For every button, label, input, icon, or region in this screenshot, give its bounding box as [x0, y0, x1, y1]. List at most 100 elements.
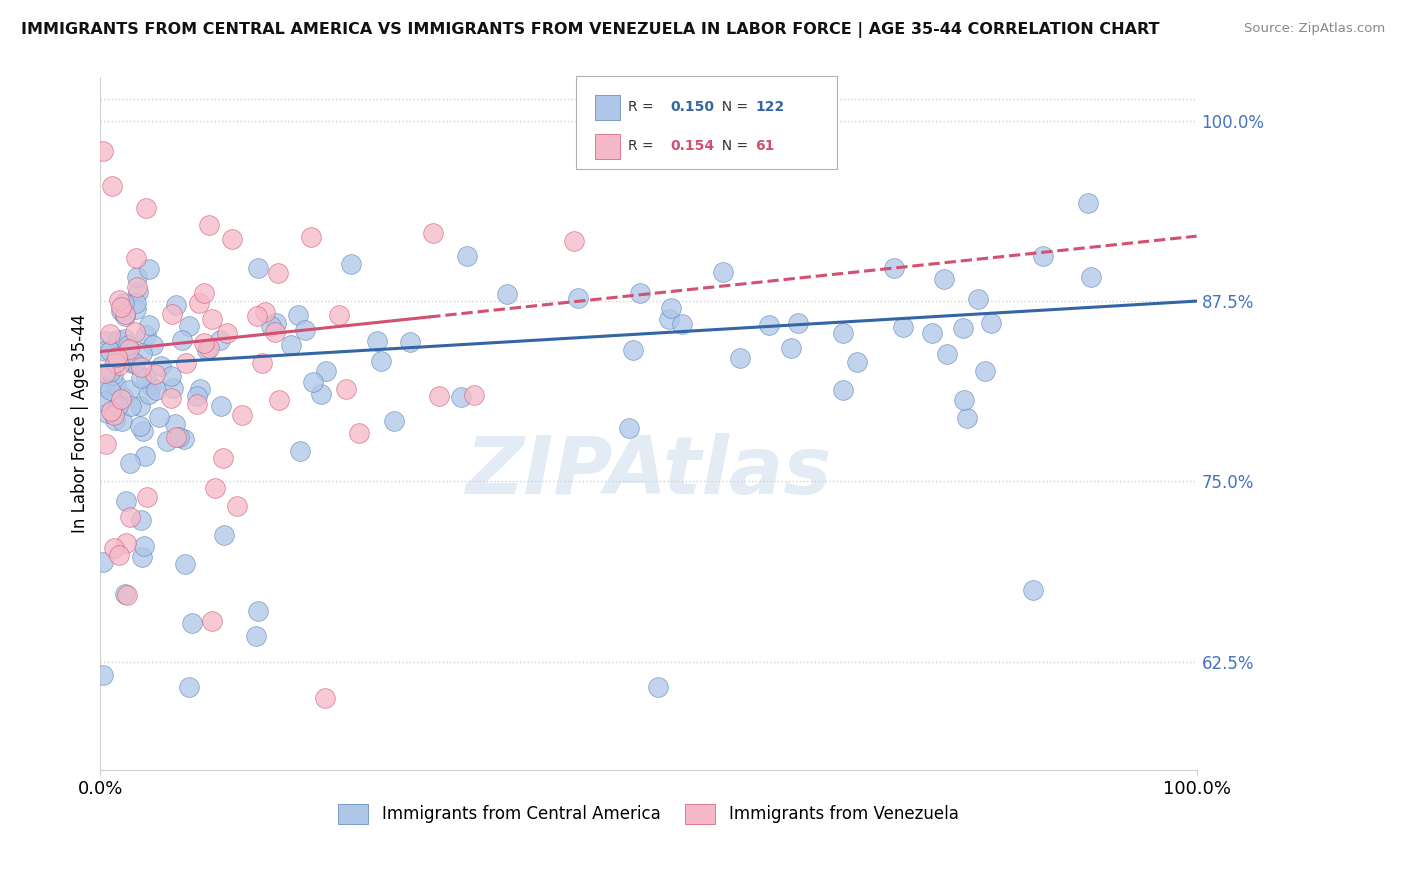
Text: ZIPAtlas: ZIPAtlas — [465, 434, 831, 511]
Point — [952, 392, 974, 407]
Text: 0.154: 0.154 — [671, 139, 714, 153]
Point — [335, 382, 357, 396]
Point — [1022, 582, 1045, 597]
Point — [165, 430, 187, 444]
Point — [94, 343, 117, 358]
Point — [131, 550, 153, 565]
Point — [129, 400, 152, 414]
Point — [125, 301, 148, 316]
Point — [186, 389, 208, 403]
Point — [1080, 270, 1102, 285]
Point — [247, 604, 270, 618]
Point — [893, 320, 915, 334]
Point — [779, 341, 801, 355]
Point — [201, 311, 224, 326]
Point — [129, 359, 152, 374]
Point — [450, 390, 472, 404]
Point — [562, 234, 585, 248]
Point — [974, 364, 997, 378]
Point — [214, 528, 236, 542]
Point — [108, 358, 131, 372]
Point — [160, 392, 183, 406]
Point — [567, 291, 589, 305]
Point — [299, 230, 322, 244]
Point — [94, 366, 117, 380]
Point — [422, 226, 444, 240]
Point — [105, 350, 128, 364]
Point — [980, 316, 1002, 330]
Point — [211, 400, 233, 414]
Point — [136, 491, 159, 505]
Point — [658, 311, 681, 326]
Point — [174, 356, 197, 370]
Point — [148, 409, 170, 424]
Point — [659, 301, 682, 316]
Point — [108, 548, 131, 562]
Point — [1032, 248, 1054, 262]
Point — [105, 377, 128, 392]
Point — [188, 295, 211, 310]
Point — [124, 325, 146, 339]
Point — [845, 355, 868, 369]
Point — [107, 399, 129, 413]
Point — [118, 343, 141, 357]
Point — [179, 681, 201, 695]
Point — [112, 296, 135, 310]
Point — [260, 318, 283, 333]
Point — [628, 286, 651, 301]
Point — [127, 285, 149, 299]
Point — [124, 296, 146, 310]
Point — [247, 261, 270, 276]
Point — [120, 456, 142, 470]
Point — [758, 318, 780, 333]
Text: IMMIGRANTS FROM CENTRAL AMERICA VS IMMIGRANTS FROM VENEZUELA IN LABOR FORCE | AG: IMMIGRANTS FROM CENTRAL AMERICA VS IMMIG… — [21, 22, 1160, 38]
Point — [340, 257, 363, 271]
Point — [934, 272, 956, 286]
Point — [143, 368, 166, 382]
Point — [118, 509, 141, 524]
Point — [110, 304, 132, 318]
Text: N =: N = — [713, 139, 752, 153]
Legend: Immigrants from Central America, Immigrants from Venezuela: Immigrants from Central America, Immigra… — [339, 804, 959, 824]
Point — [831, 383, 853, 397]
Point — [120, 399, 142, 413]
Point — [382, 414, 405, 428]
Point — [966, 292, 988, 306]
Point — [427, 389, 450, 403]
Point — [671, 317, 693, 331]
Point — [290, 443, 312, 458]
Y-axis label: In Labor Force | Age 35-44: In Labor Force | Age 35-44 — [72, 314, 89, 533]
Point — [221, 232, 243, 246]
Point — [96, 406, 118, 420]
Point — [165, 417, 187, 431]
Point — [142, 337, 165, 351]
Point — [138, 262, 160, 277]
Point — [114, 587, 136, 601]
Point — [94, 436, 117, 450]
Point — [197, 218, 219, 232]
Point — [103, 541, 125, 556]
Point — [91, 144, 114, 158]
Point — [132, 424, 155, 438]
Point — [121, 356, 143, 370]
Point — [204, 481, 226, 495]
Point — [302, 376, 325, 390]
Point — [347, 426, 370, 441]
Point — [956, 411, 979, 425]
Point — [98, 326, 121, 341]
Point — [98, 365, 121, 379]
Point — [225, 499, 247, 513]
Point — [129, 513, 152, 527]
Point — [728, 351, 751, 365]
Point — [263, 325, 285, 339]
Text: 61: 61 — [755, 139, 775, 153]
Point — [246, 310, 269, 324]
Point — [294, 323, 316, 337]
Point — [131, 346, 153, 360]
Point — [193, 336, 215, 351]
Point — [173, 432, 195, 446]
Point — [93, 394, 115, 409]
Point — [132, 540, 155, 554]
Point — [711, 265, 734, 279]
Point — [186, 397, 208, 411]
